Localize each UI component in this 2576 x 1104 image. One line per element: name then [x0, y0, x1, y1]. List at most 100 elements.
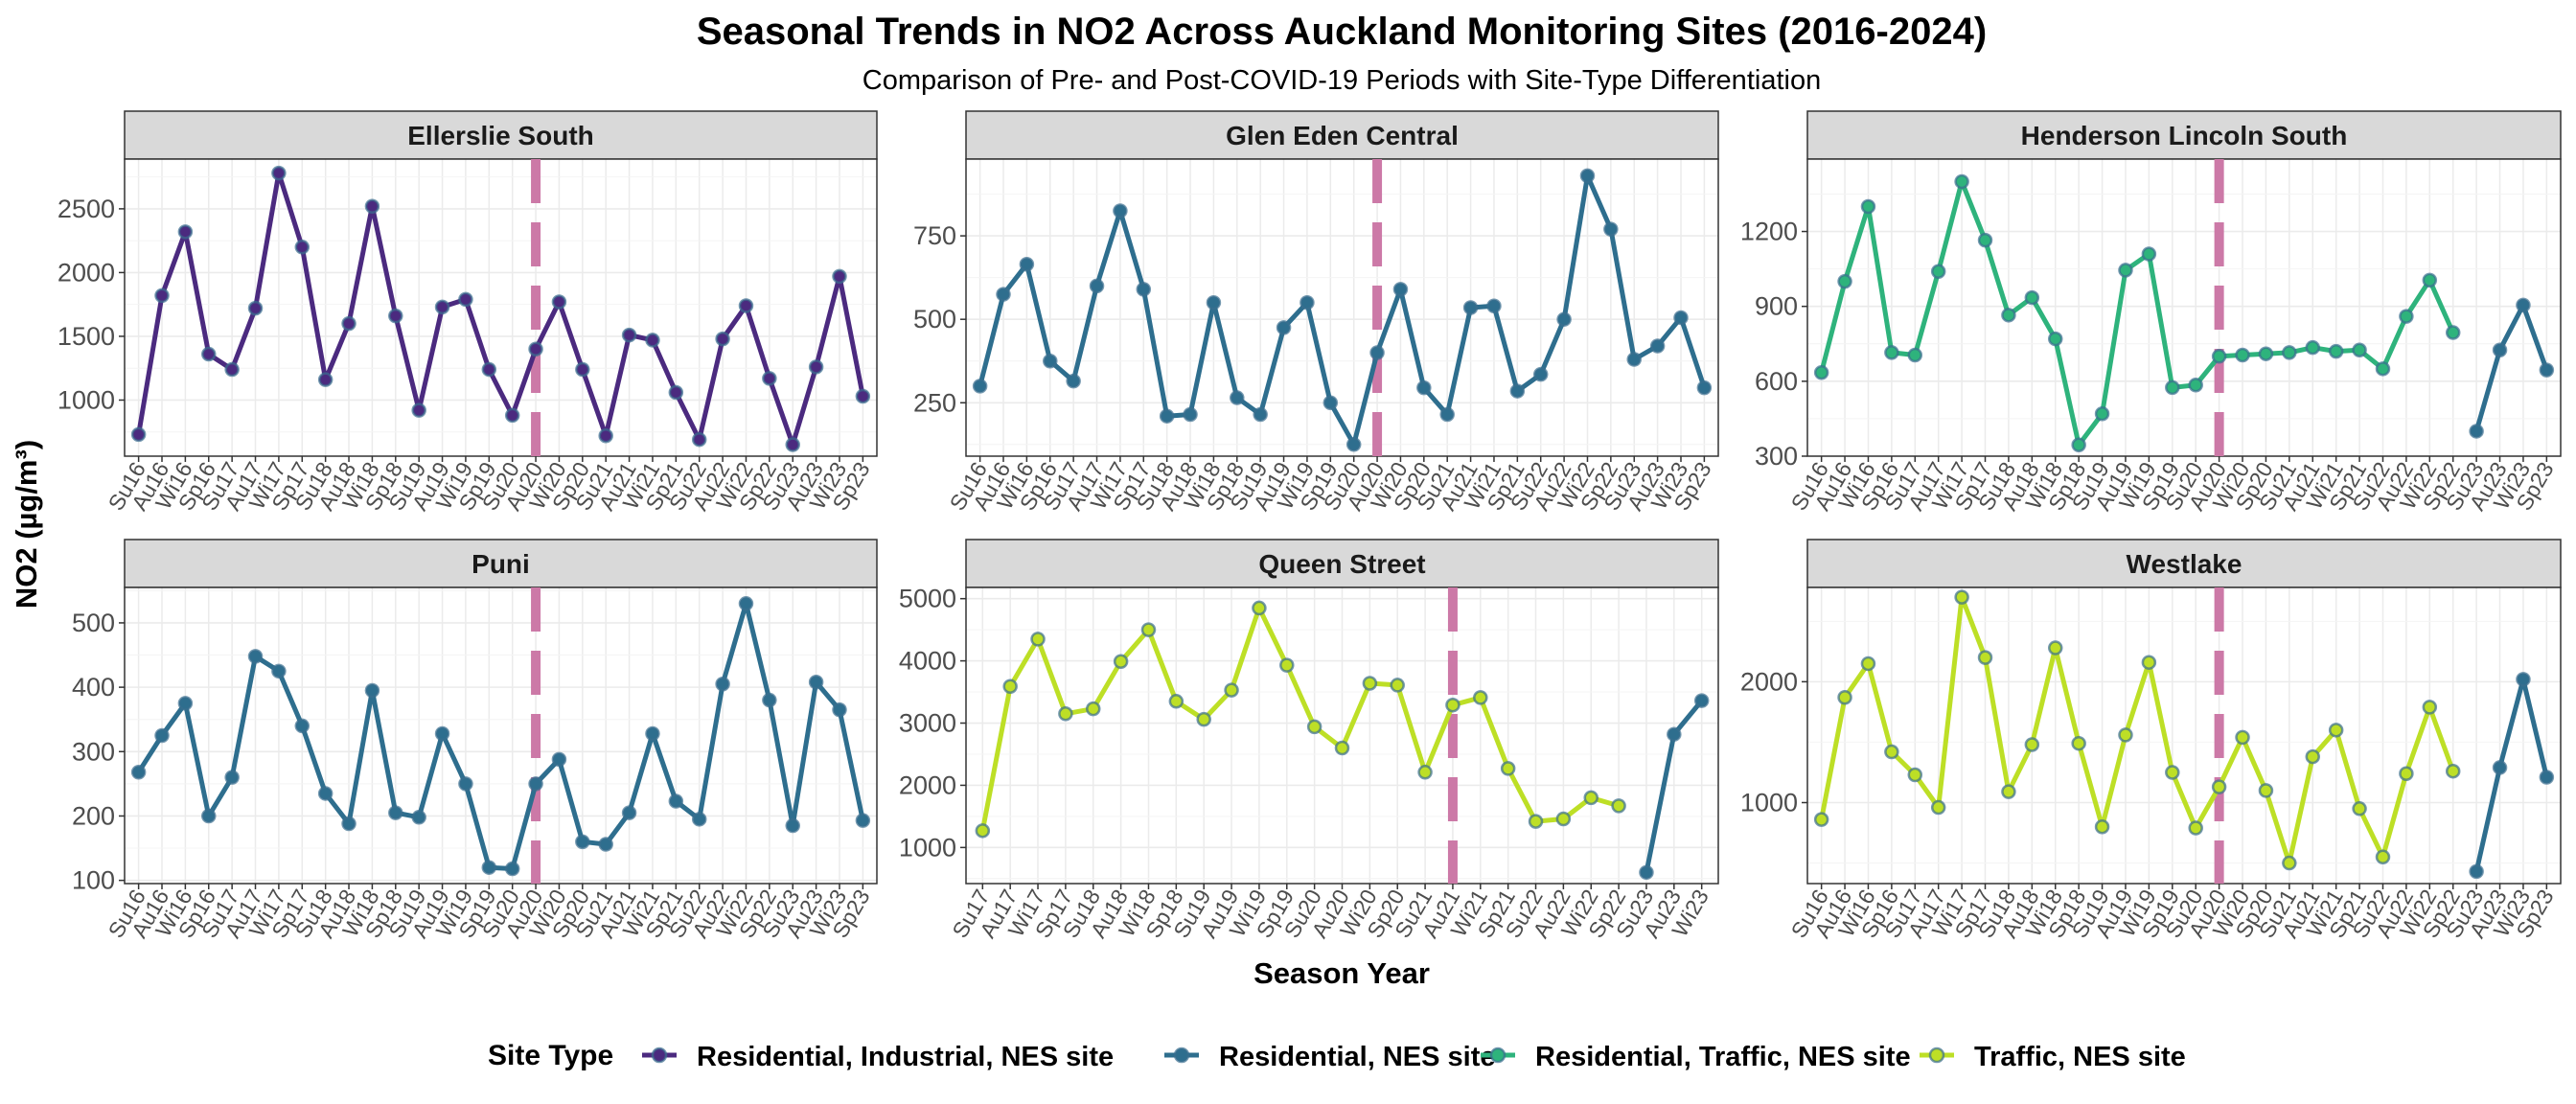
facet-strip [124, 539, 878, 588]
data-point [645, 333, 660, 348]
legend-key-point [651, 1046, 668, 1064]
series [130, 596, 871, 877]
series [972, 168, 1713, 452]
data-point [2445, 763, 2461, 779]
data-point [1860, 198, 1876, 215]
data-point [551, 294, 567, 310]
legend-item: Traffic, NES site [1920, 1042, 2186, 1072]
data-point [1977, 232, 1993, 248]
data-point [1224, 682, 1239, 698]
series [130, 165, 871, 452]
data-point [2539, 770, 2555, 785]
data-point [2141, 246, 2157, 262]
data-point [691, 812, 707, 827]
facet-strip [124, 110, 878, 160]
data-point [1300, 295, 1315, 310]
data-point [2235, 729, 2250, 746]
data-point [458, 776, 473, 792]
data-point [1486, 298, 1502, 314]
data-point [2235, 347, 2250, 363]
data-point [1390, 678, 1405, 693]
legend: Site Type Residential, Industrial, NES s… [488, 1040, 2186, 1072]
data-point [2516, 672, 2531, 687]
legend-item: Residential, Industrial, NES site [642, 1042, 1114, 1072]
data-point [411, 810, 426, 825]
data-point [2188, 820, 2203, 836]
plot-area [966, 159, 1718, 456]
y-tick-label: 1000 [899, 833, 956, 862]
y-tick-label: 900 [1755, 292, 1798, 321]
data-point [177, 224, 194, 240]
data-point [575, 361, 590, 378]
x-axis-title: Season Year [1254, 956, 1430, 990]
data-point [715, 677, 730, 692]
panel-border [1806, 158, 2562, 457]
data-point [1439, 406, 1455, 423]
data-point [317, 372, 334, 387]
y-tick-label: 500 [72, 609, 115, 637]
data-point [271, 663, 287, 679]
data-point [481, 361, 497, 378]
data-point [1253, 406, 1268, 423]
panel-3: Puni100200300400500Su16Au16Wi16Sp16Su17A… [72, 539, 878, 942]
data-point [341, 315, 356, 332]
legend-key-point [1489, 1046, 1506, 1064]
data-point [1884, 345, 1899, 360]
data-point [201, 808, 217, 824]
data-point [551, 751, 567, 768]
data-point [2328, 343, 2344, 359]
data-point [2399, 309, 2414, 324]
data-point [2469, 424, 2484, 439]
data-point [1813, 812, 1829, 827]
data-point [411, 402, 426, 418]
data-point [1930, 799, 1946, 816]
data-point [2422, 272, 2438, 288]
data-point [481, 860, 497, 875]
series [975, 600, 1626, 839]
data-point [1532, 366, 1549, 382]
y-tick-label: 5000 [899, 585, 956, 613]
data-point [738, 298, 754, 313]
data-point [1113, 654, 1129, 669]
data-point [1159, 408, 1175, 424]
data-point [1930, 264, 1946, 279]
data-point [271, 165, 287, 181]
data-point [1907, 767, 1923, 783]
y-tick-label: 250 [913, 388, 956, 417]
data-point [1603, 221, 1619, 237]
data-point [2001, 784, 2016, 799]
data-point [1030, 632, 1046, 647]
data-point [2399, 766, 2414, 781]
data-point [1907, 347, 1923, 363]
data-point [2071, 735, 2086, 751]
data-point [224, 770, 240, 785]
plot-area [1807, 587, 2561, 884]
data-point [1392, 282, 1409, 297]
legend-label: Traffic, NES site [1974, 1042, 2186, 1072]
series [1639, 693, 1710, 881]
data-point [1696, 380, 1713, 396]
data-point [855, 388, 871, 404]
data-point [294, 240, 310, 255]
data-point [1089, 278, 1105, 294]
data-point [2492, 342, 2508, 358]
data-point [738, 596, 754, 611]
data-point [1322, 395, 1339, 411]
data-point [247, 300, 264, 316]
data-point [855, 813, 871, 828]
data-point [2539, 362, 2555, 378]
data-point [996, 287, 1011, 302]
data-point [130, 765, 147, 780]
series-line [1819, 178, 2455, 448]
data-point [1977, 650, 1993, 665]
series-line [2473, 677, 2549, 872]
data-point [1369, 345, 1385, 360]
y-tick-label: 1000 [58, 385, 115, 414]
data-point [621, 805, 637, 820]
data-point [1140, 622, 1157, 637]
data-point [154, 727, 170, 744]
y-tick-label: 1000 [1740, 788, 1798, 816]
data-point [1445, 697, 1460, 713]
plot-area [1807, 159, 2561, 456]
data-point [1196, 711, 1211, 727]
